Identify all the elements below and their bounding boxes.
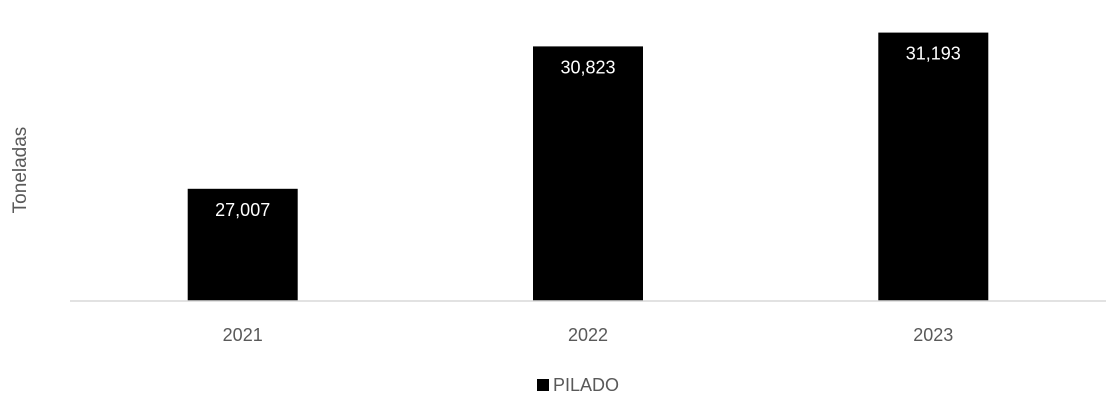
data-labels-group: 27,007 30,823 31,193 [215,44,961,220]
x-tick-label-2023: 2023 [913,325,953,345]
bar-2021 [187,188,298,301]
x-tick-label-2021: 2021 [223,325,263,345]
bar-2023 [878,32,989,301]
legend-label-pilado: PILADO [553,375,619,395]
bars-group [187,32,989,302]
data-label-2023: 31,193 [906,44,961,64]
bar-2022 [533,46,643,302]
data-label-2022: 30,823 [560,57,615,77]
data-label-2021: 27,007 [215,200,270,220]
legend: PILADO [537,375,619,395]
y-axis-title: Toneladas [10,127,31,214]
x-tick-label-2022: 2022 [568,325,608,345]
legend-swatch-pilado [537,379,549,391]
x-tick-labels-group: 2021 2022 2023 [223,325,954,345]
